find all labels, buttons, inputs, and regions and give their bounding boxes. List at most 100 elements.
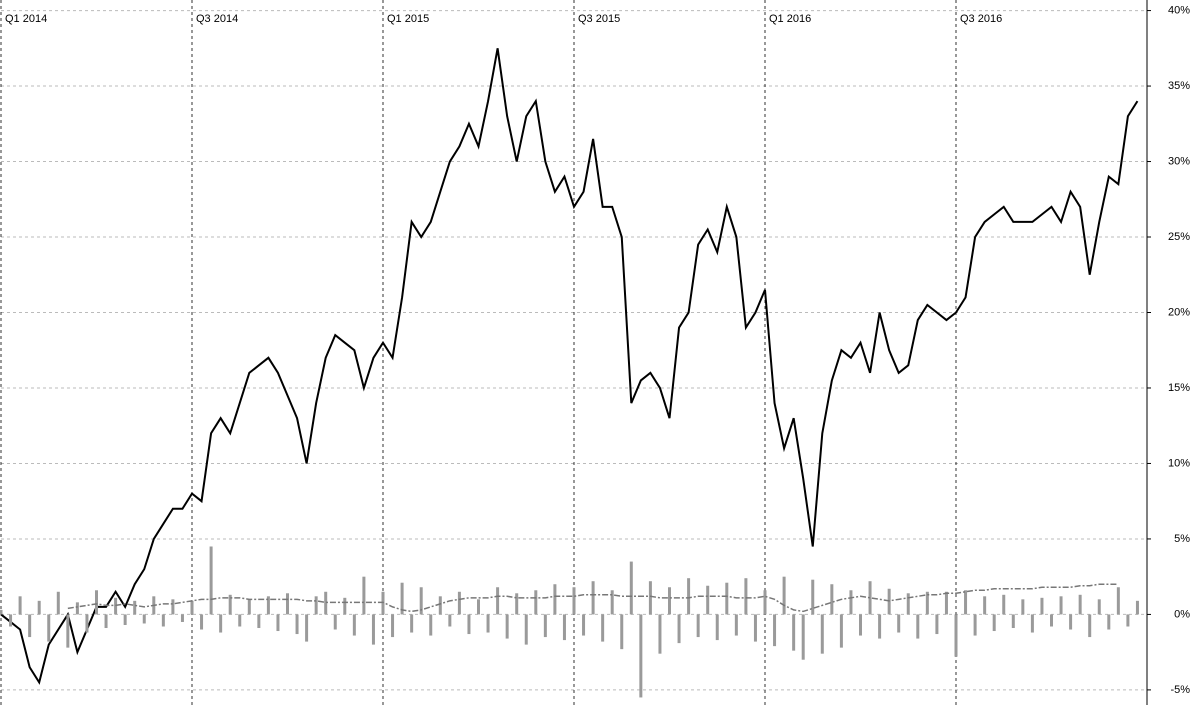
return-bar (391, 614, 395, 638)
return-bar (878, 614, 882, 639)
return-bar (219, 614, 223, 633)
return-bar (543, 614, 547, 638)
return-bar (906, 593, 910, 615)
return-bar (324, 591, 328, 615)
return-bar (333, 614, 337, 630)
y-tick-label: 5% (1174, 533, 1190, 545)
return-bar (276, 614, 280, 632)
return-bar (620, 614, 624, 650)
return-bar (811, 579, 815, 615)
return-bar (1116, 587, 1120, 615)
return-bar (314, 596, 318, 615)
return-bar (209, 546, 213, 615)
return-bar (524, 614, 528, 645)
return-bar (238, 614, 242, 627)
return-bar (553, 584, 557, 615)
return-bar (457, 591, 461, 615)
return-bar (725, 582, 729, 615)
y-tick-label: 35% (1168, 80, 1190, 92)
return-bar (715, 614, 719, 641)
return-bar (343, 597, 347, 615)
return-bar (572, 587, 576, 615)
y-tick-label: 0% (1174, 608, 1190, 620)
x-tick-label: Q3 2014 (196, 13, 238, 25)
return-bar (658, 614, 662, 654)
return-bar (123, 614, 127, 625)
return-bar (85, 614, 89, 633)
return-bar (801, 614, 805, 660)
return-bar (352, 614, 356, 636)
cumulative-line (0, 48, 1139, 685)
return-bar (1135, 600, 1139, 615)
y-tick-label: 30% (1168, 155, 1190, 167)
y-tick-label: 10% (1168, 457, 1190, 469)
return-bar (95, 590, 98, 615)
return-bar (868, 581, 872, 615)
return-bar (849, 590, 853, 615)
return-bar (820, 614, 824, 654)
return-bar (935, 614, 939, 635)
return-bar (954, 614, 958, 657)
return-bar (782, 576, 786, 615)
return-bar (410, 614, 414, 633)
return-bar (648, 581, 652, 615)
x-tick-label: Q3 2016 (960, 13, 1002, 25)
return-bar (773, 614, 777, 647)
return-bar (1097, 599, 1101, 615)
y-tick-label: -5% (1170, 684, 1190, 696)
return-bar (37, 600, 41, 615)
return-bar (161, 614, 165, 627)
return-bar (763, 590, 767, 615)
return-bar (973, 614, 977, 636)
return-bar (438, 596, 442, 615)
return-bar (400, 582, 404, 615)
return-bar (1040, 597, 1044, 615)
return-bar (992, 614, 996, 632)
return-bar (66, 614, 70, 648)
return-bar (9, 614, 13, 627)
return-bar (925, 591, 929, 615)
return-bar (190, 600, 194, 615)
return-bar (467, 614, 471, 635)
return-bar (1030, 614, 1034, 633)
return-bar (486, 614, 490, 633)
return-bar (706, 585, 710, 615)
y-tick-label: 20% (1168, 306, 1190, 318)
y-tick-label: 25% (1168, 231, 1190, 243)
return-bar (448, 614, 452, 627)
return-bar (56, 591, 60, 615)
return-bar (371, 614, 375, 645)
return-bar (18, 596, 22, 615)
x-tick-label: Q3 2015 (578, 13, 620, 25)
return-bar (75, 602, 79, 615)
return-bar (1069, 614, 1073, 630)
return-bar (792, 614, 796, 651)
return-bar (362, 576, 366, 615)
return-bar (1059, 596, 1063, 615)
return-bar (496, 587, 500, 615)
return-bar (0, 609, 3, 615)
return-bar (639, 614, 643, 698)
return-bar (734, 614, 738, 636)
y-tick-label: 15% (1168, 382, 1190, 394)
return-bar (582, 614, 586, 636)
return-bar (534, 590, 538, 615)
return-bar (601, 614, 605, 642)
return-bar (1107, 614, 1111, 630)
return-bar (944, 591, 948, 615)
return-bar (114, 597, 118, 615)
x-tick-label: Q1 2014 (5, 13, 47, 25)
return-bar (419, 587, 423, 615)
return-bar (133, 600, 137, 615)
return-bar (266, 596, 270, 615)
return-bar (687, 578, 691, 615)
return-bar (505, 614, 509, 639)
return-bar (28, 614, 32, 638)
return-bar (104, 614, 108, 629)
return-bar (295, 614, 299, 635)
return-bar (983, 596, 987, 615)
return-bar (696, 614, 700, 638)
rolling-line (67, 583, 1119, 613)
return-bar (228, 594, 232, 615)
